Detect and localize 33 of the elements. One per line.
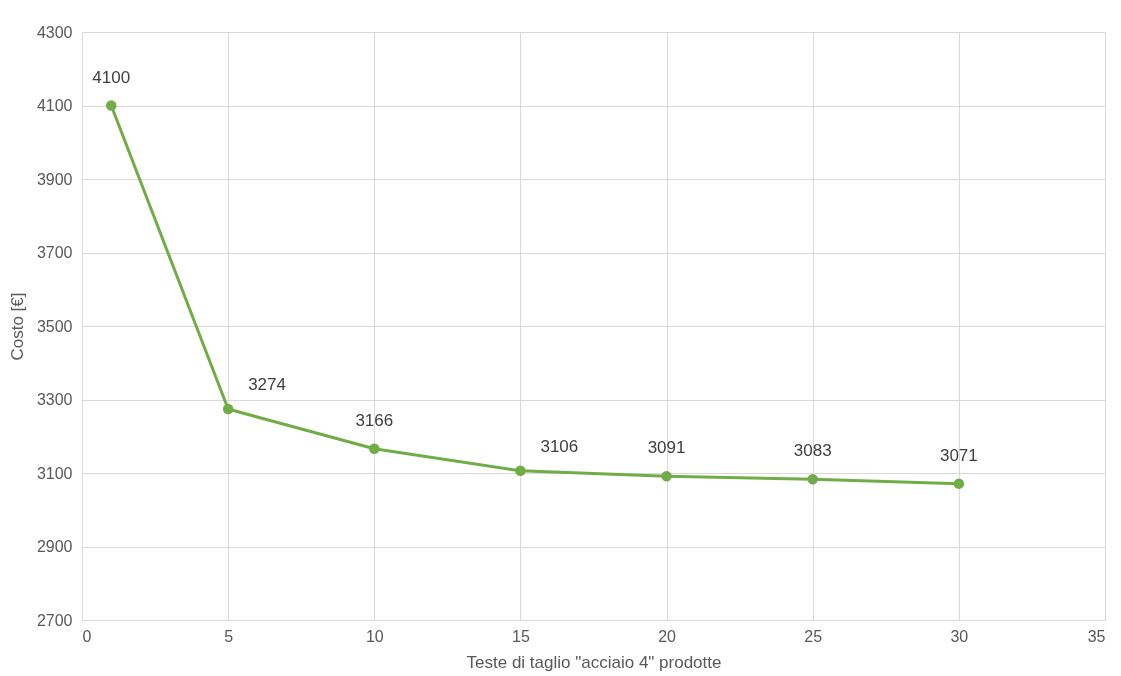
x-tick-label: 25 xyxy=(804,627,823,645)
data-label: 3106 xyxy=(540,436,579,456)
point xyxy=(222,403,234,415)
y-axis-title: Costo [€] xyxy=(7,292,27,361)
y-tick-label: 3900 xyxy=(36,170,73,188)
data-label: 3166 xyxy=(355,410,394,430)
data-label: 3083 xyxy=(793,441,832,461)
y-tick-label: 2900 xyxy=(36,538,73,555)
x-tick-label: 15 xyxy=(512,627,530,645)
point xyxy=(369,443,380,454)
x-tick-label: 30 xyxy=(950,627,969,645)
data-label: 3071 xyxy=(939,445,978,465)
x-tick-label: 5 xyxy=(224,627,234,645)
point xyxy=(953,478,965,489)
data-label: 4100 xyxy=(92,67,131,87)
x-axis-title: Teste di taglio "acciaio 4" prodotte xyxy=(466,652,722,672)
x-tick-label: 0 xyxy=(82,627,92,645)
y-tick-label: 4300 xyxy=(36,23,73,41)
x-tick-label: 10 xyxy=(365,627,384,645)
y-tick-label: 3500 xyxy=(36,317,73,335)
y-tick-label: 4100 xyxy=(36,97,73,114)
y-tick-label: 3300 xyxy=(36,391,73,408)
point xyxy=(515,465,526,477)
y-tick-label: 2700 xyxy=(36,611,73,629)
point xyxy=(807,474,818,485)
x-tick-label: 20 xyxy=(658,627,677,645)
point xyxy=(661,471,672,482)
y-tick-label: 3100 xyxy=(36,464,73,482)
point xyxy=(105,100,117,111)
y-tick-label: 3700 xyxy=(36,244,73,261)
data-label: 3274 xyxy=(248,375,286,395)
data-label: 3091 xyxy=(647,438,686,458)
x-tick-label: 35 xyxy=(1087,627,1106,645)
